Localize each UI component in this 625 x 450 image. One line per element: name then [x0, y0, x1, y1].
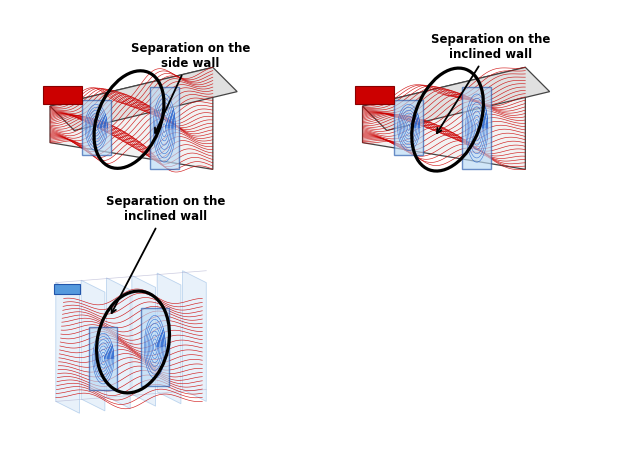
FancyBboxPatch shape [355, 86, 394, 104]
Text: Separation on the
inclined wall: Separation on the inclined wall [431, 33, 551, 133]
FancyBboxPatch shape [82, 100, 111, 155]
FancyBboxPatch shape [149, 87, 179, 169]
Polygon shape [157, 273, 181, 404]
FancyBboxPatch shape [462, 87, 491, 169]
Polygon shape [50, 68, 213, 169]
Polygon shape [81, 280, 105, 411]
Polygon shape [106, 278, 130, 409]
Polygon shape [56, 283, 79, 413]
FancyBboxPatch shape [89, 327, 117, 390]
Polygon shape [50, 68, 237, 130]
Polygon shape [132, 275, 156, 406]
Text: Separation on the
side wall: Separation on the side wall [131, 42, 250, 133]
FancyBboxPatch shape [141, 307, 169, 386]
FancyBboxPatch shape [54, 284, 79, 294]
Polygon shape [362, 68, 549, 130]
Text: Separation on the
inclined wall: Separation on the inclined wall [106, 195, 226, 313]
Polygon shape [182, 271, 206, 401]
FancyBboxPatch shape [42, 86, 82, 104]
FancyBboxPatch shape [394, 100, 423, 155]
Polygon shape [362, 68, 526, 169]
